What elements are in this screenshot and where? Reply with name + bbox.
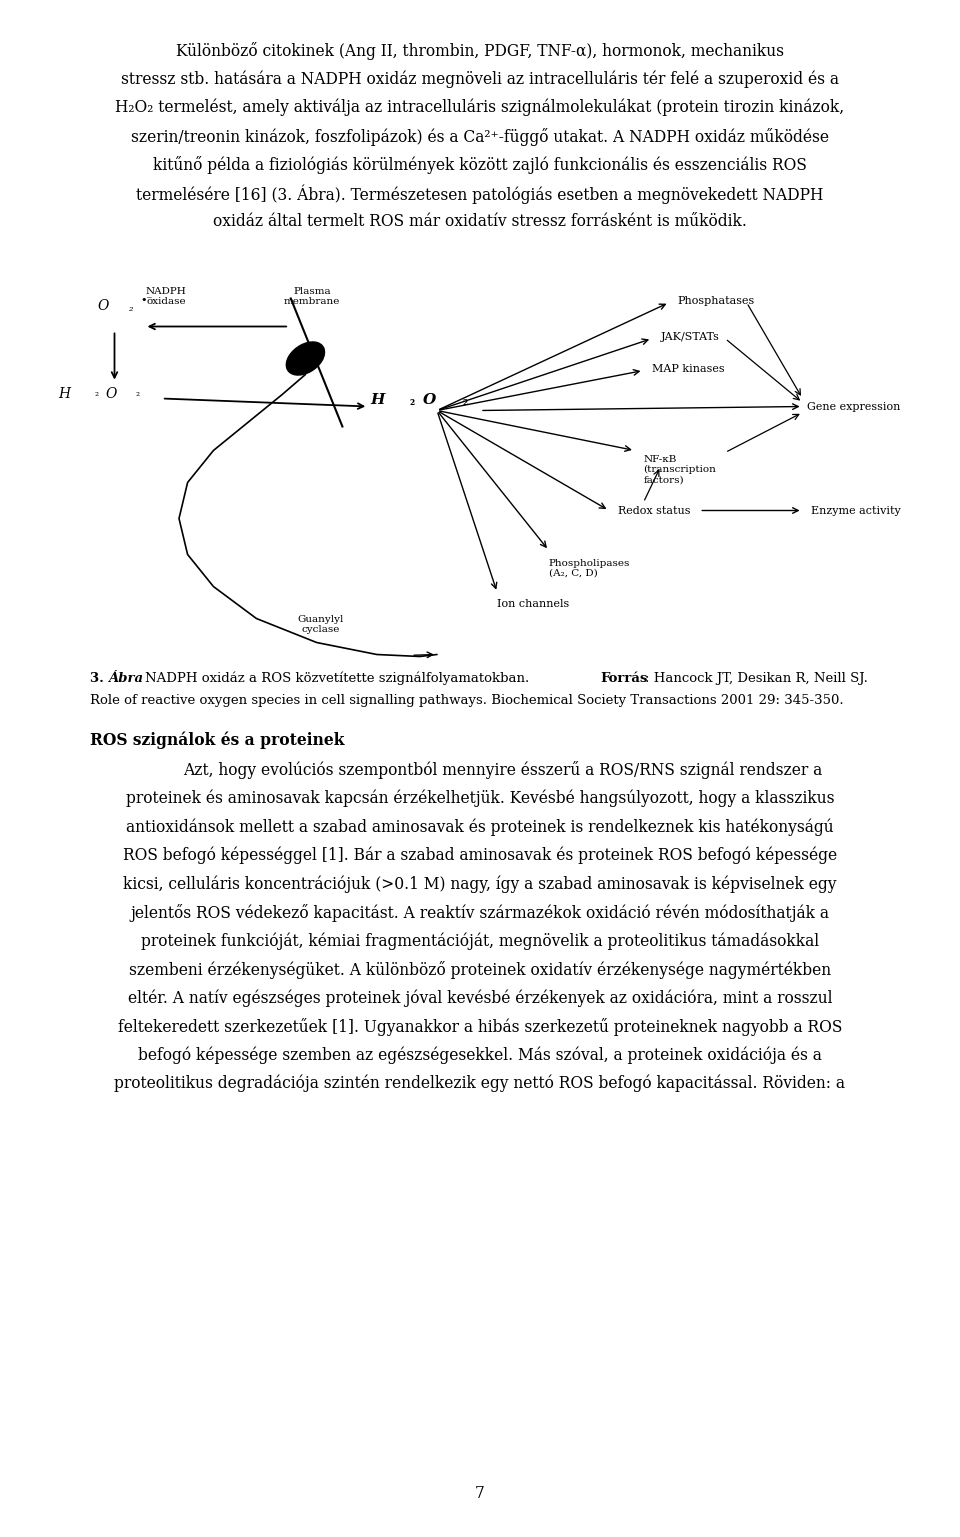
- Text: Különböző citokinek (Ang II, thrombin, PDGF, TNF-α), hormonok, mechanikus: Különböző citokinek (Ang II, thrombin, P…: [176, 41, 784, 60]
- Text: kicsi, celluláris koncentrációjuk (>0.1 M) nagy, így a szabad aminosavak is képv: kicsi, celluláris koncentrációjuk (>0.1 …: [123, 876, 837, 893]
- Text: Plasma
membrane: Plasma membrane: [284, 286, 341, 306]
- Text: szembeni érzékenységüket. A különböző proteinek oxidatív érzékenysége nagymérték: szembeni érzékenységüket. A különböző pr…: [129, 961, 831, 979]
- Text: termelésére [16] (3. Ábra). Természetesen patológiás esetben a megnövekedett NAD: termelésére [16] (3. Ábra). Természetese…: [136, 184, 824, 204]
- Text: befogó képessége szemben az egészségesekkel. Más szóval, a proteinek oxidációja : befogó képessége szemben az egészségesek…: [138, 1047, 822, 1064]
- Text: O: O: [106, 386, 117, 401]
- Text: O: O: [422, 392, 436, 406]
- Text: Redox status: Redox status: [617, 506, 690, 515]
- Text: antioxidánsok mellett a szabad aminosavak és proteinek is rendelkeznek kis haték: antioxidánsok mellett a szabad aminosava…: [126, 818, 834, 836]
- Text: O: O: [97, 298, 108, 312]
- Text: ₂: ₂: [410, 395, 415, 409]
- Text: Ion channels: Ion channels: [497, 598, 569, 609]
- Ellipse shape: [286, 341, 324, 375]
- Text: H: H: [59, 386, 71, 401]
- Text: MAP kinases: MAP kinases: [652, 363, 725, 373]
- Text: Phospholipases
(A₂, C, D): Phospholipases (A₂, C, D): [549, 558, 630, 578]
- Text: eltér. A natív egészséges proteinek jóval kevésbé érzékenyek az oxidációra, mint: eltér. A natív egészséges proteinek jóva…: [128, 990, 832, 1007]
- Text: Role of reactive oxygen species in cell signalling pathways. Biochemical Society: Role of reactive oxygen species in cell …: [90, 693, 844, 707]
- Text: proteinek és aminosavak kapcsán érzékelhetjük. Kevésbé hangsúlyozott, hogy a kla: proteinek és aminosavak kapcsán érzékelh…: [126, 790, 834, 807]
- Text: szerin/treonin kinázok, foszfolipázok) és a Ca²⁺-függő utakat. A NADPH oxidáz mű: szerin/treonin kinázok, foszfolipázok) é…: [131, 128, 829, 146]
- Text: ₂: ₂: [136, 389, 140, 398]
- Text: ROS befogó képességgel [1]. Bár a szabad aminosavak és proteinek ROS befogó képe: ROS befogó képességgel [1]. Bár a szabad…: [123, 847, 837, 864]
- Text: H₂O₂ termelést, amely aktiválja az intracelluláris szignálmolekulákat (protein t: H₂O₂ termelést, amely aktiválja az intra…: [115, 98, 845, 117]
- Text: kitűnő példa a fiziológiás körülmények között zajló funkcionális és esszenciális: kitűnő példa a fiziológiás körülmények k…: [153, 155, 807, 174]
- Text: Gene expression: Gene expression: [806, 401, 900, 412]
- Text: NADPH oxidáz a ROS közvetítette szignálfolyamatokban.: NADPH oxidáz a ROS közvetítette szignálf…: [145, 672, 538, 686]
- Text: ₂: ₂: [129, 303, 133, 312]
- Text: feltekeredett szerkezetűek [1]. Ugyanakkor a hibás szerkezetű proteineknek nagyo: feltekeredett szerkezetűek [1]. Ugyanakk…: [118, 1017, 842, 1036]
- Text: jelentős ROS védekező kapacitást. A reaktív származékok oxidáció révén módosítha: jelentős ROS védekező kapacitást. A reak…: [131, 904, 829, 922]
- Text: •⁻: •⁻: [140, 295, 153, 304]
- Text: H: H: [370, 392, 384, 406]
- Text: oxidáz által termelt ROS már oxidatív stressz forrásként is működik.: oxidáz által termelt ROS már oxidatív st…: [213, 214, 747, 231]
- Text: NF-κB
(transcription
factors): NF-κB (transcription factors): [643, 455, 716, 484]
- Text: ₂: ₂: [463, 395, 468, 409]
- Text: Azt, hogy evolúciós szempontból mennyire ésszerű a ROS/RNS szignál rendszer a: Azt, hogy evolúciós szempontból mennyire…: [182, 761, 822, 779]
- Text: proteolitikus degradációja szintén rendelkezik egy nettó ROS befogó kapacitással: proteolitikus degradációja szintén rende…: [114, 1074, 846, 1093]
- Text: Guanylyl
cyclase: Guanylyl cyclase: [298, 615, 344, 633]
- Text: JAK/STATs: JAK/STATs: [660, 332, 719, 341]
- Text: proteinek funkcióját, kémiai fragmentációját, megnövelik a proteolitikus támadás: proteinek funkcióját, kémiai fragmentáci…: [141, 933, 819, 950]
- Text: Ábra: Ábra: [108, 672, 143, 684]
- Text: ROS szignálok és a proteinek: ROS szignálok és a proteinek: [90, 732, 345, 749]
- Text: NADPH
oxidase: NADPH oxidase: [146, 286, 186, 306]
- Text: Forrás: Forrás: [600, 672, 647, 684]
- Text: ₂: ₂: [95, 389, 99, 398]
- Text: stressz stb. hatására a NADPH oxidáz megnöveli az intracelluláris tér felé a szu: stressz stb. hatására a NADPH oxidáz meg…: [121, 71, 839, 88]
- Text: 7: 7: [475, 1485, 485, 1502]
- Text: Phosphatases: Phosphatases: [678, 295, 756, 306]
- Text: Enzyme activity: Enzyme activity: [811, 506, 900, 515]
- Text: : Hancock JT, Desikan R, Neill SJ.: : Hancock JT, Desikan R, Neill SJ.: [645, 672, 868, 684]
- Text: 3.: 3.: [90, 672, 108, 684]
